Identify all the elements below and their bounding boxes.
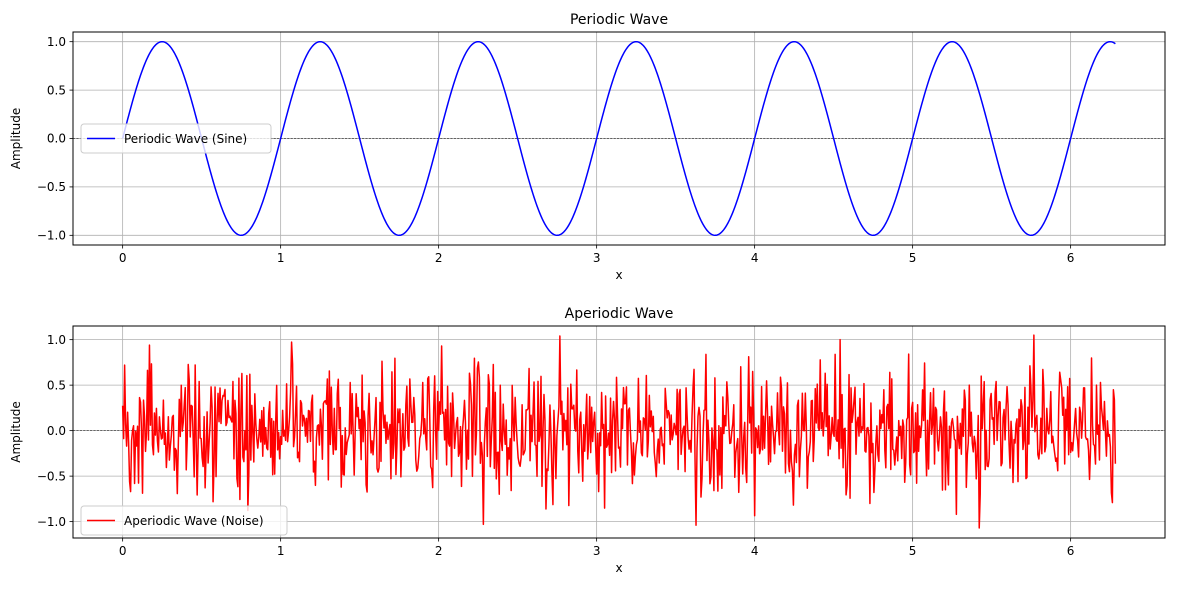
y-tick-label: 1.0 (47, 333, 66, 347)
x-tick-label: 3 (593, 251, 601, 265)
y-tick-label: 0.0 (47, 424, 66, 438)
x-tick-label: 6 (1067, 544, 1075, 558)
legend: Aperiodic Wave (Noise) (80, 505, 288, 536)
legend: Periodic Wave (Sine) (80, 123, 272, 154)
x-axis-label: x (615, 268, 622, 282)
y-axis-label: Amplitude (9, 108, 23, 170)
y-tick-label: 0.0 (47, 132, 66, 146)
x-tick-label: 4 (751, 251, 759, 265)
x-tick-label: 2 (435, 251, 443, 265)
periodic-wave-panel: 0 1 2 3 4 5 6 −1.0 −0.5 0.0 0.5 1.0 Periodic Wave x… (9, 12, 1166, 282)
axis-ticks: 0 1 2 3 4 5 6 −1.0 −0.5 0.0 0.5 1.0 (37, 35, 1075, 265)
x-tick-label: 1 (277, 251, 285, 265)
y-tick-label: 0.5 (47, 378, 66, 392)
legend-entry-label: Aperiodic Wave (Noise) (124, 514, 264, 528)
x-tick-label: 0 (119, 251, 127, 265)
legend-box (80, 505, 288, 536)
y-tick-label: 0.5 (47, 83, 66, 97)
y-tick-label: −1.0 (37, 515, 66, 529)
x-tick-label: 5 (909, 251, 917, 265)
x-tick-label: 3 (593, 544, 601, 558)
x-tick-label: 5 (909, 544, 917, 558)
aperiodic-wave-panel: 0 1 2 3 4 5 6 −1.0 −0.5 0.0 0.5 1.0 Aperiodic Wave … (9, 306, 1166, 575)
axes-frame (72, 325, 1166, 539)
chart-title: Periodic Wave (570, 12, 668, 28)
series-line (121, 40, 1116, 237)
x-axis-label: x (615, 561, 622, 575)
y-axis-label: Amplitude (9, 401, 23, 463)
y-tick-label: 1.0 (47, 35, 66, 49)
chart-title: Aperiodic Wave (565, 306, 674, 322)
series-lines (121, 334, 1117, 529)
x-tick-label: 0 (119, 544, 127, 558)
series-line (121, 334, 1117, 529)
x-tick-label: 1 (277, 544, 285, 558)
y-tick-label: −0.5 (37, 469, 66, 483)
series-lines (121, 40, 1116, 237)
axis-ticks: 0 1 2 3 4 5 6 −1.0 −0.5 0.0 0.5 1.0 (37, 333, 1075, 558)
legend-entry-label: Periodic Wave (Sine) (124, 132, 247, 146)
y-tick-label: −0.5 (37, 180, 66, 194)
x-tick-label: 4 (751, 544, 759, 558)
x-tick-label: 2 (435, 544, 443, 558)
x-tick-label: 6 (1067, 251, 1075, 265)
y-tick-label: −1.0 (37, 229, 66, 243)
legend-box (80, 123, 272, 154)
